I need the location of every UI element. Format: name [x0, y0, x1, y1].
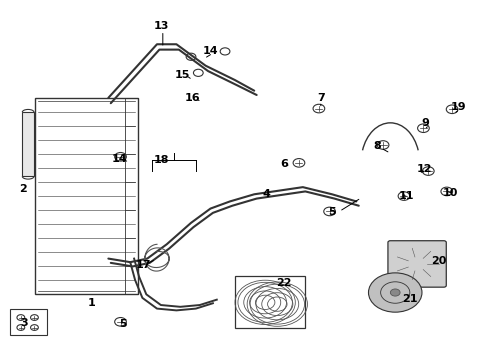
Text: 18: 18 [154, 156, 169, 165]
Text: 19: 19 [450, 102, 465, 112]
FancyBboxPatch shape [387, 241, 446, 287]
Text: 22: 22 [276, 278, 291, 288]
Text: 10: 10 [442, 188, 457, 198]
Bar [234, 276, 305, 328]
Text: 16: 16 [184, 93, 200, 103]
Text: 11: 11 [398, 191, 413, 201]
Text: 8: 8 [372, 141, 380, 151]
Text: 3: 3 [20, 318, 28, 328]
Text: 21: 21 [401, 294, 417, 304]
Text: 2: 2 [20, 184, 27, 194]
Text: 5: 5 [327, 207, 335, 217]
Text: 9: 9 [421, 118, 428, 128]
Text: 20: 20 [430, 256, 446, 266]
Bar [125, 98, 137, 294]
Circle shape [368, 273, 421, 312]
Text: 5: 5 [119, 319, 126, 329]
Text: 7: 7 [316, 93, 324, 103]
Circle shape [389, 289, 399, 296]
Text: 13: 13 [154, 21, 169, 31]
Bar [22, 112, 34, 176]
Bar [10, 309, 46, 336]
Text: 4: 4 [262, 189, 270, 199]
Text: 1: 1 [87, 298, 95, 308]
Text: 14: 14 [111, 154, 127, 163]
Text: 14: 14 [202, 46, 218, 57]
Text: 12: 12 [416, 164, 431, 174]
Text: 17: 17 [136, 260, 151, 270]
Text: 15: 15 [175, 69, 190, 80]
Text: 6: 6 [280, 159, 288, 169]
Bar [35, 98, 137, 294]
